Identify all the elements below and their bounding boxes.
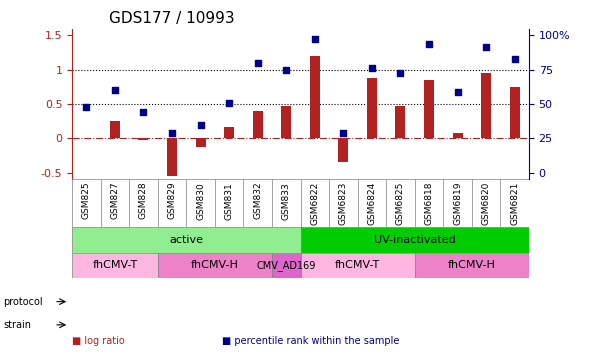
Text: protocol: protocol [3,297,43,307]
Text: fhCMV-H: fhCMV-H [191,261,239,271]
Point [224,100,234,105]
FancyBboxPatch shape [72,227,300,252]
Bar [252,111,263,138]
Bar [310,56,320,138]
Text: GSM831: GSM831 [225,182,234,220]
Text: GSM6818: GSM6818 [424,182,433,225]
Bar [281,106,291,138]
Text: GSM827: GSM827 [111,182,120,220]
Text: GSM833: GSM833 [282,182,291,220]
Text: GDS177 / 10993: GDS177 / 10993 [109,11,234,26]
Point [196,122,206,128]
Bar [224,127,234,138]
FancyBboxPatch shape [272,252,300,278]
Text: CMV_AD169: CMV_AD169 [257,260,316,271]
Text: GSM825: GSM825 [82,182,91,220]
Point [453,89,462,95]
FancyBboxPatch shape [157,252,272,278]
FancyBboxPatch shape [300,252,415,278]
Point [139,109,148,115]
Point [395,70,405,76]
Point [310,36,320,42]
Bar [424,80,434,138]
FancyBboxPatch shape [300,227,529,252]
Text: UV-inactivated: UV-inactivated [374,235,456,245]
Text: GSM832: GSM832 [253,182,262,220]
Bar [338,138,349,162]
Text: GSM6822: GSM6822 [310,182,319,225]
Text: active: active [169,235,203,245]
Text: strain: strain [3,320,31,330]
Bar [195,138,206,146]
Point [82,105,91,110]
Bar [367,78,377,138]
Point [167,131,177,136]
Bar [395,106,406,138]
FancyBboxPatch shape [415,252,529,278]
Text: ■ percentile rank within the sample: ■ percentile rank within the sample [222,336,400,346]
Bar [481,73,491,138]
Point [510,56,519,62]
Bar [110,121,120,138]
Text: fhCMV-T: fhCMV-T [93,261,138,271]
Text: fhCMV-H: fhCMV-H [448,261,496,271]
Text: GSM6825: GSM6825 [396,182,405,225]
Point [281,67,291,72]
Point [253,60,263,66]
Point [338,130,348,136]
Text: GSM6823: GSM6823 [339,182,348,225]
Text: GSM830: GSM830 [196,182,205,220]
Point [367,65,377,71]
Text: GSM6821: GSM6821 [510,182,519,225]
Text: ■ log ratio: ■ log ratio [72,336,125,346]
Text: GSM828: GSM828 [139,182,148,220]
Text: fhCMV-T: fhCMV-T [335,261,380,271]
Text: GSM6824: GSM6824 [367,182,376,225]
Point [481,44,491,50]
Text: GSM6819: GSM6819 [453,182,462,225]
Point [110,87,120,93]
Bar [453,134,463,138]
Text: GSM829: GSM829 [168,182,177,220]
Bar [167,138,177,176]
FancyBboxPatch shape [72,252,157,278]
Bar [510,87,520,138]
Text: GSM6820: GSM6820 [481,182,490,225]
Point [424,41,434,46]
Bar [138,138,148,140]
